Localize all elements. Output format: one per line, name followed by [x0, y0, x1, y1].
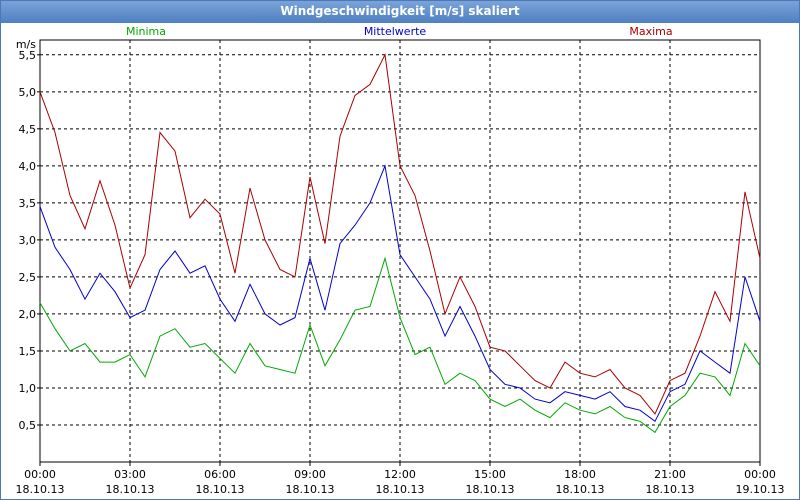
x-tick-date: 18.10.13 — [106, 483, 155, 496]
x-tick-date: 18.10.13 — [466, 483, 515, 496]
x-tick-date: 18.10.13 — [286, 483, 335, 496]
legend: Minima Mittelwerte Maxima — [126, 25, 673, 38]
x-tick-date: 18.10.13 — [646, 483, 695, 496]
y-tick-label: 4,0 — [19, 160, 37, 173]
y-tick-label: 5,5 — [19, 49, 37, 62]
legend-maxima: Maxima — [629, 25, 672, 38]
x-tick-time: 00:00 — [24, 468, 56, 481]
x-axis: 00:00 18.10.13 03:00 18.10.13 06:00 18.10.13 0… — [16, 462, 785, 496]
legend-minima: Minima — [126, 25, 166, 38]
y-tick-label: 2,0 — [19, 308, 37, 321]
x-tick-date: 19.10.13 — [736, 483, 785, 496]
series-line-minima — [39, 256, 761, 434]
x-tick-time: 03:00 — [114, 468, 146, 481]
window-title: Windgeschwindigkeit [m/s] skaliert — [280, 4, 520, 18]
x-tick-date: 18.10.13 — [556, 483, 605, 496]
y-tick-label: 0,5 — [19, 419, 37, 432]
y-axis: m/s 0,5 1,0 1,5 2,0 2,5 3,0 3,5 4,0 4,5 5,0 5,5 — [16, 38, 40, 432]
x-tick-time: 00:00 — [744, 468, 776, 481]
series-line-mittelwerte — [39, 164, 761, 423]
x-tick-time: 15:00 — [474, 468, 506, 481]
x-tick-time: 09:00 — [294, 468, 326, 481]
x-tick-time: 21:00 — [654, 468, 686, 481]
x-tick-date: 18.10.13 — [376, 483, 425, 496]
x-tick-time: 06:00 — [204, 468, 236, 481]
grid-lines — [40, 40, 760, 462]
x-tick-time: 18:00 — [564, 468, 596, 481]
y-tick-label: 3,0 — [19, 234, 37, 247]
y-tick-label: 1,0 — [19, 382, 37, 395]
x-tick-date: 18.10.13 — [196, 483, 245, 496]
y-tick-label: 1,5 — [19, 345, 37, 358]
y-tick-label: 4,5 — [19, 123, 37, 136]
y-axis-label: m/s — [16, 38, 36, 51]
y-tick-label: 3,5 — [19, 197, 37, 210]
series-lines — [39, 53, 761, 434]
x-tick-time: 12:00 — [384, 468, 416, 481]
title-bar: Windgeschwindigkeit [m/s] skaliert — [1, 1, 799, 23]
y-tick-label: 2,5 — [19, 271, 37, 284]
legend-mittelwerte: Mittelwerte — [364, 25, 427, 38]
x-tick-date: 18.10.13 — [16, 483, 65, 496]
y-tick-label: 5,0 — [19, 86, 37, 99]
series-line-maxima — [39, 53, 761, 415]
